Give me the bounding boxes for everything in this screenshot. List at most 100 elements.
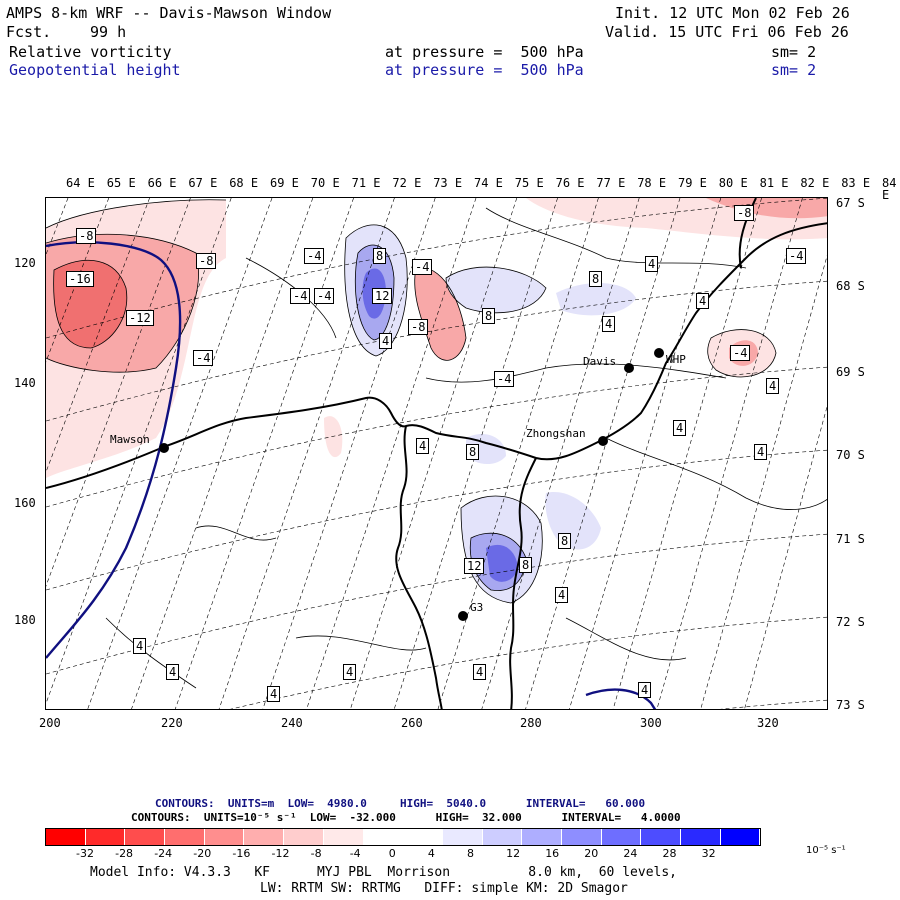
longitude-label: 66 E	[147, 176, 177, 190]
contour-label: 4	[343, 664, 357, 680]
contour-label: 12	[372, 288, 393, 304]
colorbar-swatch	[284, 829, 324, 845]
x-tick-label: 260	[401, 716, 423, 730]
field2-smoothing: sm= 2	[771, 61, 817, 79]
colorbar-swatch	[125, 829, 166, 845]
contour-label: 8	[482, 308, 496, 324]
coastline	[46, 198, 827, 709]
graticule	[46, 198, 827, 709]
colorbar-swatch	[601, 829, 642, 845]
colorbar-label: 0	[388, 847, 396, 860]
forecast-hours: 99 h	[90, 23, 127, 41]
y-tick-label: 140	[14, 376, 36, 390]
colorbar-label: 32	[701, 847, 716, 860]
station-marker	[159, 443, 169, 453]
field1-name: Relative vorticity	[9, 43, 172, 61]
forecast-label: Fcst.	[6, 23, 52, 41]
longitude-label: 81 E	[759, 176, 789, 190]
contour-label: 4	[133, 638, 147, 654]
contour-label: 4	[416, 438, 430, 454]
colorbar-label: 12	[506, 847, 521, 860]
longitude-label: 68 E	[229, 176, 259, 190]
valid-time: Valid. 15 UTC Fri 06 Feb 26	[605, 23, 849, 41]
height-contour-legend: CONTOURS: UNITS=m LOW= 4980.0 HIGH= 5040…	[155, 797, 646, 810]
colorbar-swatch	[720, 829, 761, 845]
latitude-label: 70 S	[836, 448, 865, 462]
contour-label: 4	[645, 256, 659, 272]
latitude-label: 73 S	[836, 698, 865, 712]
colorbar-label: 4	[427, 847, 435, 860]
field2-name: Geopotential height	[9, 61, 181, 79]
colorbar-label: -8	[310, 847, 322, 860]
contour-label: -4	[494, 371, 515, 387]
longitude-label: 65 E	[106, 176, 136, 190]
contour-label: 4	[166, 664, 180, 680]
contour-label: -4	[412, 259, 433, 275]
contour-label: -8	[196, 253, 217, 269]
contour-label: 4	[379, 333, 393, 349]
vorticity-shading	[46, 198, 827, 603]
map-canvas	[46, 198, 827, 709]
contour-label: 4	[638, 682, 652, 698]
contour-label: 4	[696, 293, 710, 309]
longitude-label: 84 E	[882, 176, 897, 202]
contour-label: -4	[304, 248, 325, 264]
contour-label: 4	[754, 444, 768, 460]
colorbar-swatch	[85, 829, 126, 845]
colorbar-label: -16	[232, 847, 251, 860]
colorbar-label: -20	[193, 847, 212, 860]
colorbar-label: 28	[662, 847, 677, 860]
contour-label: -8	[76, 228, 97, 244]
contour-label: 8	[589, 271, 603, 287]
latitude-label: 67 S	[836, 196, 865, 210]
station-marker	[654, 348, 664, 358]
contour-label: -8	[408, 319, 429, 335]
pos-vorticity-area	[486, 544, 518, 582]
field2-level: at pressure = 500 hPa	[385, 61, 584, 79]
longitude-label: 77 E	[596, 176, 626, 190]
x-tick-label: 220	[161, 716, 183, 730]
colorbar-swatch	[561, 829, 602, 845]
station-label-zhongshan: Zhongshan	[526, 427, 586, 440]
contour-label: 4	[555, 587, 569, 603]
colorbar-label: 8	[467, 847, 474, 860]
colorbar-swatch	[165, 829, 205, 845]
contour-label: 8	[519, 557, 533, 573]
colorbar-swatch	[681, 829, 721, 845]
longitude-label: 64 E	[66, 176, 95, 190]
longitude-label: 83 E	[841, 176, 871, 190]
contour-label: 4	[766, 378, 780, 394]
colorbar-swatch	[323, 829, 364, 845]
longitude-label: 74 E	[474, 176, 503, 190]
colorbar-swatch	[442, 829, 483, 845]
longitude-label: 79 E	[678, 176, 707, 190]
geopotential-contours	[46, 241, 657, 709]
colorbar-swatch	[46, 829, 86, 845]
y-tick-label: 120	[14, 256, 36, 270]
map-panel[interactable]: Mawson Davis WHP Zhongshan G3 -8 -8 -16 …	[45, 197, 828, 710]
colorbar	[45, 828, 762, 846]
latitude-label: 68 S	[836, 279, 865, 293]
colorbar-label: -32	[76, 847, 94, 860]
colorbar-swatch	[363, 829, 404, 845]
colorbar-swatch	[522, 829, 562, 845]
colorbar-units: 10⁻⁵ s⁻¹	[806, 845, 846, 856]
colorbar-swatch	[403, 829, 443, 845]
contour-label: -4	[314, 288, 335, 304]
colorbar-label: 24	[623, 847, 638, 860]
station-marker	[458, 611, 468, 621]
stations	[159, 348, 664, 621]
contour-label: -4	[786, 248, 807, 264]
longitude-label: 82 E	[800, 176, 830, 190]
longitude-label: 69 E	[270, 176, 299, 190]
colorbar-swatch	[641, 829, 681, 845]
colorbar-label: 20	[584, 847, 599, 860]
longitude-label: 72 E	[392, 176, 422, 190]
contour-label: 4	[673, 420, 687, 436]
vorticity-contour-legend: CONTOURS: UNITS=10⁻⁵ s⁻¹ LOW= -32.000 HI…	[131, 811, 681, 824]
latitude-label: 69 S	[836, 365, 865, 379]
model-info: Model Info: V4.3.3 KF MYJ PBL Morrison 8…	[90, 865, 677, 880]
model-title: AMPS 8-km WRF -- Davis-Mawson Window	[6, 4, 332, 22]
longitude-label: 76 E	[555, 176, 585, 190]
pos-vorticity-area	[545, 492, 601, 550]
